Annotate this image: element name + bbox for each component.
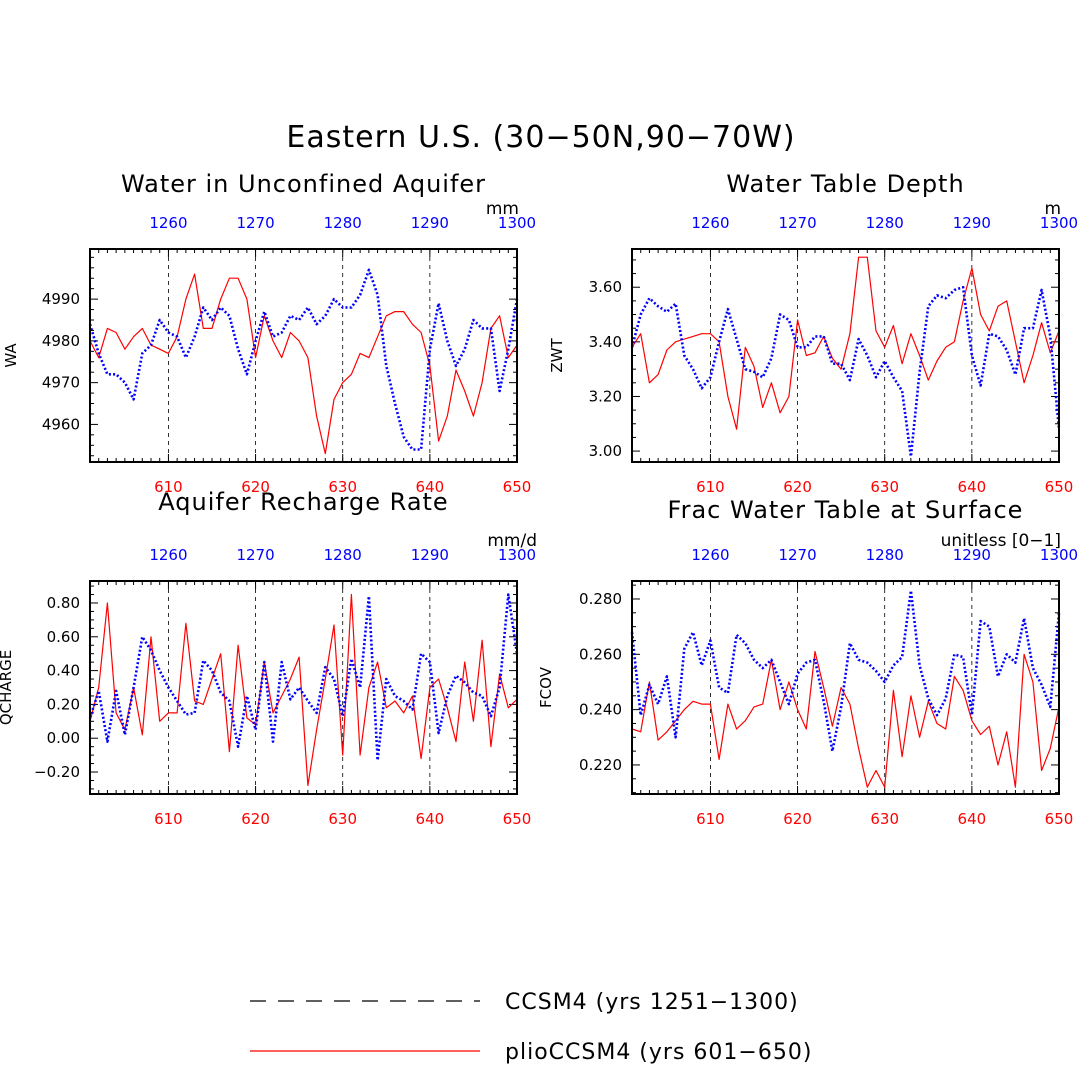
y-tick-label: 4970 [42,374,80,392]
x-top-tick-label: 1260 [149,546,187,564]
x-tick-label: 640 [958,810,987,828]
x-top-tick-label: 1270 [236,546,274,564]
x-tick-label: 610 [696,810,725,828]
units-label: m [1044,199,1061,219]
y-tick-label: 4960 [42,415,80,433]
x-top-tick-label: 1280 [324,546,362,564]
x-top-tick-label: 1260 [691,546,729,564]
x-top-tick-label: 1280 [324,214,362,232]
x-top-tick-label: 1300 [498,546,536,564]
y-tick-label: 4990 [42,290,80,308]
y-tick-label: 3.20 [589,387,622,405]
series-ccsm4-line [630,589,1061,753]
y-tick-label: 3.40 [589,333,622,351]
y-tick-label: −0.20 [34,763,80,781]
series-ccsm4-line [88,593,519,762]
y-tick-label: 0.20 [47,695,80,713]
x-top-tick-label: 1260 [149,214,187,232]
x-top-tick-label: 1270 [778,546,816,564]
y-tick-label: 0.220 [579,756,622,774]
x-tick-label: 630 [870,478,899,496]
y-axis-label: ZWT [548,338,566,373]
units-label: unitless [0−1] [941,531,1061,551]
panel-title: Water Table Depth [726,170,964,198]
y-tick-label: 0.40 [47,662,80,680]
x-tick-label: 650 [503,810,532,828]
y-tick-label: 0.00 [47,729,80,747]
y-axis-label: WA [2,343,20,368]
x-top-tick-label: 1270 [236,214,274,232]
series-plioccsm4-line [89,273,518,455]
x-tick-label: 620 [783,810,812,828]
series-ccsm4-line [88,268,519,451]
legend-label-ccsm4: CCSM4 (yrs 1251−1300) [505,990,799,1015]
x-tick-label: 620 [241,810,270,828]
x-tick-label: 610 [696,478,725,496]
x-top-tick-label: 1280 [866,214,904,232]
panel-4: Frac Water Table at Surface unitless [0−1… [537,496,1078,828]
x-tick-label: 630 [870,810,899,828]
y-tick-label: 3.60 [589,278,622,296]
legend-label-plioccsm4: plioCCSM4 (yrs 601−650) [505,1040,812,1065]
y-tick-label: 0.260 [579,645,622,663]
x-tick-label: 640 [416,478,445,496]
panel-2: Water Table Depth m ZWT 610 620 630 640 650 1260… [548,170,1078,496]
x-top-tick-label: 1280 [866,546,904,564]
x-tick-label: 630 [328,478,357,496]
x-top-tick-label: 1260 [691,214,729,232]
series-ccsm4-line [630,285,1061,458]
y-tick-label: 0.80 [47,594,80,612]
x-top-tick-label: 1270 [778,214,816,232]
x-top-tick-label: 1300 [1040,214,1078,232]
plot-frame [631,580,1060,795]
y-axis-label: FCOV [537,666,555,708]
y-tick-label: 0.60 [47,628,80,646]
x-tick-label: 610 [154,810,183,828]
panel-title: Frac Water Table at Surface [668,496,1024,524]
x-tick-label: 650 [1045,810,1074,828]
y-tick-label: 4980 [42,332,80,350]
legend: CCSM4 (yrs 1251−1300) plioCCSM4 (yrs 601… [250,990,812,1065]
units-label: mm [486,199,519,219]
x-tick-label: 620 [783,478,812,496]
panel-title: Aquifer Recharge Rate [158,488,448,516]
x-tick-label: 640 [958,478,987,496]
x-top-tick-label: 1290 [411,214,449,232]
main-title: Eastern U.S. (30−50N,90−70W) [286,120,795,155]
series-plioccsm4-line [631,650,1060,788]
plot-frame [89,248,518,463]
x-tick-label: 650 [1045,478,1074,496]
series-plioccsm4-line [89,593,518,787]
x-tick-label: 620 [241,478,270,496]
x-tick-label: 610 [154,478,183,496]
y-tick-label: 0.240 [579,701,622,719]
x-tick-label: 650 [503,478,532,496]
y-axis-label: QCHARGE [0,650,15,725]
x-top-tick-label: 1300 [498,214,536,232]
panel-3: Aquifer Recharge Rate mm/d QCHARGE 610 620 63… [0,488,537,828]
panel-title: Water in Unconfined Aquifer [121,170,486,198]
x-tick-label: 640 [416,810,445,828]
x-tick-label: 630 [328,810,357,828]
x-top-tick-label: 1300 [1040,546,1078,564]
plot-frame [631,248,1060,463]
series-plioccsm4-line [631,256,1060,430]
x-top-tick-label: 1290 [953,214,991,232]
plot-frame [89,580,518,795]
units-label: mm/d [487,531,537,551]
x-top-tick-label: 1290 [411,546,449,564]
y-tick-label: 0.280 [579,590,622,608]
y-tick-label: 3.00 [589,442,622,460]
x-top-tick-label: 1290 [953,546,991,564]
